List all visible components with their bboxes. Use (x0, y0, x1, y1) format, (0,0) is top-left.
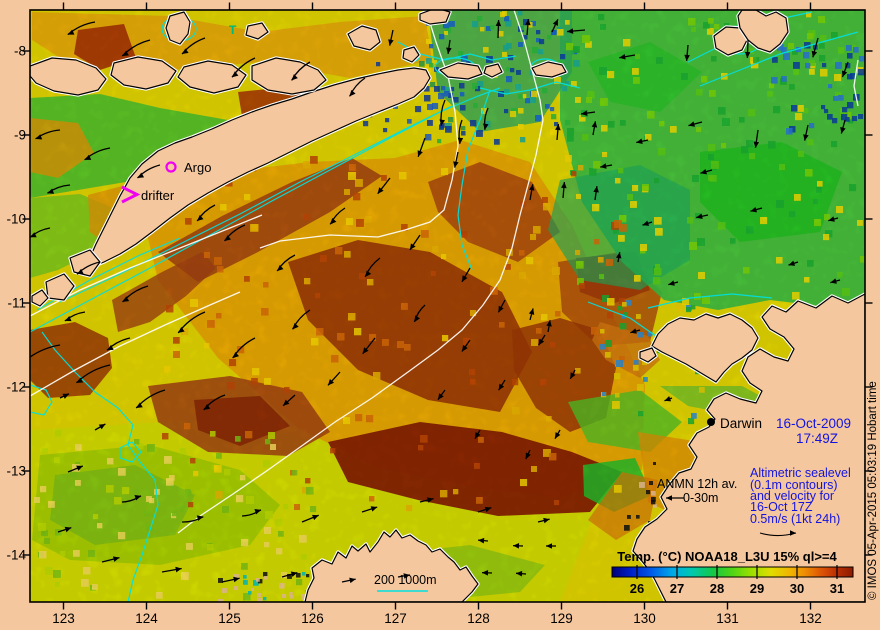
x-tick-label: 126 (301, 611, 324, 626)
colorbar-tick-label: 27 (670, 581, 684, 596)
drifter-label: drifter (141, 188, 175, 203)
colorbar-tick-label: 31 (830, 581, 844, 596)
plot-frame (29, 9, 866, 603)
x-tick-label: 130 (633, 611, 656, 626)
altimetry-note-line3: and velocity for (750, 489, 834, 503)
altimetry-note-line1: Altimetric sealevel (750, 466, 851, 480)
station-t-label: T (229, 23, 237, 37)
colorbar: 26 27 28 29 30 31 (611, 565, 854, 596)
x-tick-label: 131 (716, 611, 739, 626)
altimetry-note-line5: 0.5m/s (1kt 24h) (750, 512, 840, 526)
colorbar-tick-label: 28 (710, 581, 724, 596)
x-tick-label: 127 (384, 611, 407, 626)
colorbar-title: Temp. (°C) NOAA18_L3U 15% ql>=4 (617, 549, 837, 564)
colorbar-gradient (611, 566, 854, 578)
x-tick-label: 124 (135, 611, 158, 626)
x-tick-label: 132 (799, 611, 822, 626)
instrument-markers (121, 161, 797, 592)
x-tick-label: 128 (467, 611, 490, 626)
velocity-vectors (30, 19, 849, 584)
y-tick-label: -13 (6, 464, 26, 479)
y-tick-label: -11 (7, 296, 26, 311)
argo-float-icon (165, 161, 177, 173)
colorbar-tick-label: 30 (790, 581, 804, 596)
darwin-city-dot (707, 418, 715, 426)
map-labels: Argo drifter T Darwin 16-Oct-2009 17:49Z… (29, 9, 879, 603)
time-label: 17:49Z (796, 431, 838, 446)
y-tick-label: -9 (14, 128, 26, 143)
depth-scale-label: 200 1000m (374, 573, 437, 587)
anmn-label-line1: ANMN 12h av. (657, 477, 737, 491)
y-tick-label: -8 (14, 44, 26, 59)
y-tick-label: -12 (6, 380, 26, 395)
y-tick-label: -14 (6, 548, 26, 563)
x-tick-label: 129 (550, 611, 573, 626)
darwin-label: Darwin (720, 416, 762, 431)
drifter-icon (121, 185, 141, 204)
map-generated-layers: 123 124 125 126 127 128 129 130 131 132 -8 -9 -10 -11… (6, 2, 873, 626)
x-tick-label: 125 (218, 611, 241, 626)
colorbar-tick-label: 29 (750, 581, 764, 596)
colorbar-tick-label: 26 (630, 581, 644, 596)
altimetry-note-line4: 16-Oct 17Z (750, 500, 813, 514)
axis-ticks-and-labels: 123 124 125 126 127 128 129 130 131 132 -8 -9 -10 -11… (6, 2, 873, 626)
credit-text: © IMOS 05-Apr-2015 05:03:19 Hobart time (867, 381, 879, 600)
land-masses (30, 10, 865, 602)
altimetry-note-line2: (0.1m contours) (750, 478, 838, 492)
x-tick-label: 123 (52, 611, 75, 626)
sea-layers (30, 10, 865, 602)
argo-label: Argo (184, 160, 211, 175)
anmn-label-line2: 0-30m (683, 491, 718, 505)
y-tick-label: -10 (6, 212, 26, 227)
date-label: 16-Oct-2009 (776, 416, 851, 431)
